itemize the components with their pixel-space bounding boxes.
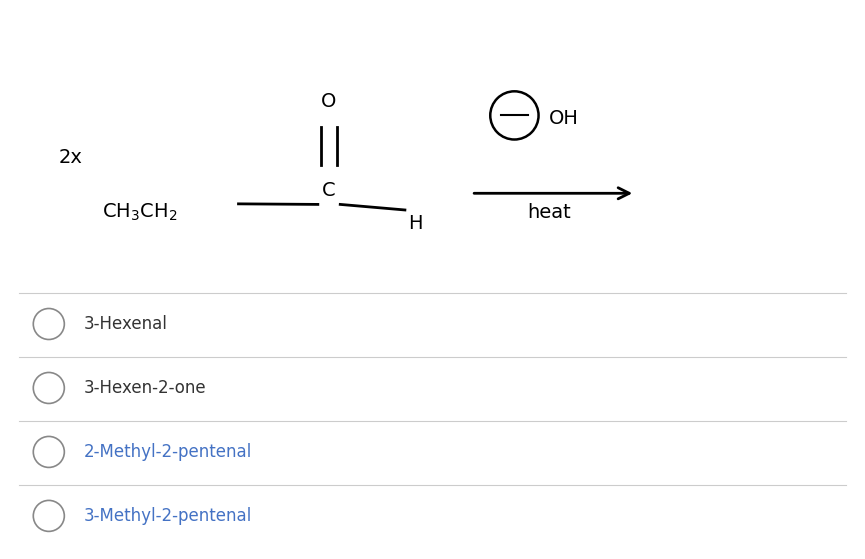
- Text: 2x: 2x: [59, 148, 82, 167]
- Text: 3-Methyl-2-pentenal: 3-Methyl-2-pentenal: [83, 507, 252, 525]
- Text: C: C: [323, 181, 336, 200]
- Text: CH$_3$CH$_2$: CH$_3$CH$_2$: [101, 202, 177, 224]
- Text: heat: heat: [527, 203, 571, 222]
- Text: OH: OH: [549, 108, 579, 127]
- Text: O: O: [321, 92, 336, 111]
- Text: 3-Hexen-2-one: 3-Hexen-2-one: [83, 379, 206, 397]
- Text: H: H: [408, 215, 422, 233]
- Text: 2-Methyl-2-pentenal: 2-Methyl-2-pentenal: [83, 443, 252, 461]
- Text: 3-Hexenal: 3-Hexenal: [83, 315, 167, 333]
